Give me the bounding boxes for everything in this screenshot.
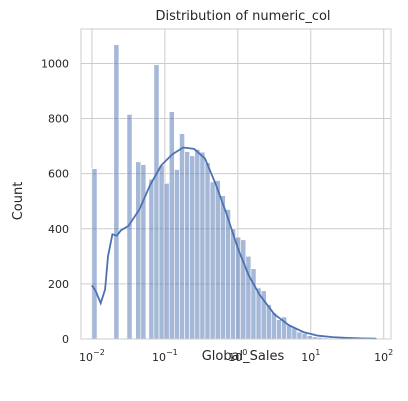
histogram-bar: [113, 44, 120, 340]
histogram-bar: [291, 327, 298, 340]
histogram-bar: [225, 209, 231, 340]
histogram-bar: [230, 228, 236, 340]
histogram-bar: [240, 239, 247, 340]
histogram-bar: [168, 111, 175, 340]
histogram-bar: [199, 151, 206, 340]
histogram-bar: [301, 333, 308, 340]
y-axis-ticks: 0 200 400 600 800 1000: [41, 57, 69, 346]
histogram-bar: [276, 319, 282, 340]
histogram-bar: [174, 169, 180, 340]
y-tick-label: 200: [48, 278, 69, 291]
x-tick-label: 10−2: [79, 348, 105, 364]
histogram-bars: [91, 44, 359, 340]
histogram-bar: [271, 312, 277, 340]
histogram-bar: [163, 183, 170, 340]
histogram-bar: [286, 324, 293, 340]
histogram-bar: [91, 168, 98, 340]
chart-title: Distribution of numeric_col: [155, 9, 330, 24]
histogram-bar: [153, 64, 160, 340]
histogram-bar: [189, 155, 196, 340]
histogram-bar: [148, 178, 155, 340]
histogram-bar: [135, 161, 142, 340]
x-axis-label: Global_Sales: [202, 349, 285, 364]
y-tick-label: 400: [48, 223, 69, 236]
x-tick-label: 10−1: [152, 348, 178, 364]
y-tick-label: 600: [48, 168, 69, 181]
histogram-bar: [209, 181, 216, 340]
histogram-bar: [194, 149, 201, 340]
grid: [81, 29, 391, 340]
plot-frame: [80, 28, 392, 340]
histogram-bar: [220, 195, 226, 340]
y-tick-label: 1000: [41, 57, 69, 70]
x-tick-label: 101: [301, 348, 320, 364]
histogram-bar: [140, 164, 147, 340]
y-axis-label: Count: [11, 182, 26, 221]
histogram-bar: [204, 162, 211, 340]
histogram-bar: [184, 151, 190, 340]
x-axis-ticks: 10−2 10−1 100 101 102: [79, 348, 393, 364]
kde-curve: [91, 146, 377, 340]
x-tick-label: 102: [374, 348, 393, 364]
histogram-bar: [158, 165, 165, 340]
histogram-bar: [296, 331, 303, 340]
y-tick-label: 0: [62, 333, 69, 346]
histogram-bar: [214, 180, 221, 340]
y-tick-label: 800: [48, 113, 69, 126]
histogram-bar: [179, 133, 185, 340]
x-tick-label: 100: [228, 348, 247, 364]
